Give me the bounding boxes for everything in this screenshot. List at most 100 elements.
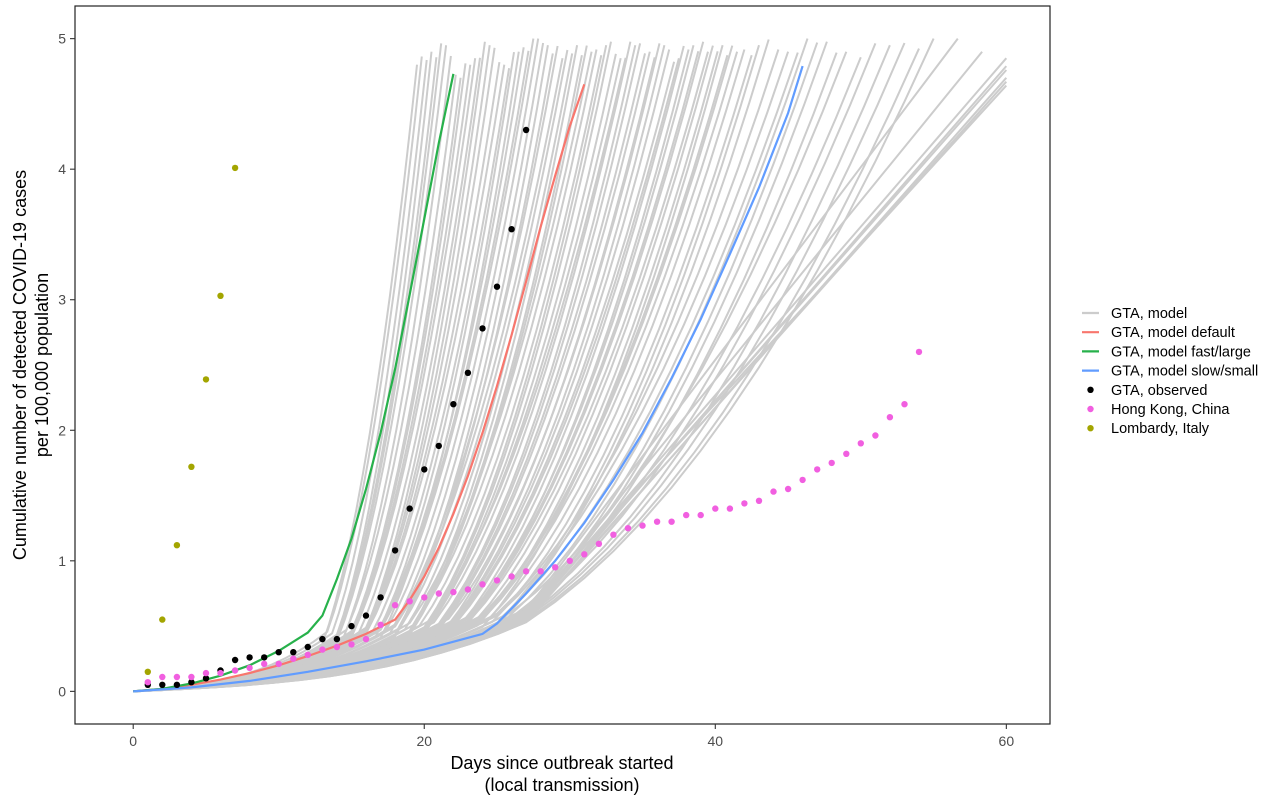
point-hong-kong-china — [770, 488, 777, 495]
legend-label: GTA, model fast/large — [1111, 344, 1251, 360]
point-hong-kong-china — [886, 414, 894, 421]
point-hong-kong-china — [624, 525, 632, 532]
point-hong-kong-china — [362, 635, 370, 643]
point-gta-observed — [377, 594, 384, 601]
point-lombardy-italy — [144, 668, 151, 675]
point-hong-kong-china — [755, 497, 763, 504]
point-hong-kong-china — [450, 588, 457, 596]
point-hong-kong-china — [537, 568, 544, 575]
model-ensemble-line — [133, 84, 1008, 693]
point-lombardy-italy — [202, 376, 210, 383]
point-hong-kong-china — [231, 667, 239, 674]
point-hong-kong-china — [421, 594, 428, 601]
y-tick-label: 0 — [58, 683, 66, 699]
point-hong-kong-china — [901, 401, 908, 408]
series-line-gta-model-fast-large — [133, 73, 455, 693]
point-gta-observed — [261, 654, 268, 661]
series-line-gta-model-default — [133, 83, 586, 693]
point-gta-observed — [304, 643, 311, 651]
point-hong-kong-china — [639, 522, 646, 529]
series-line-gta-model-slow-small — [133, 65, 804, 693]
point-hong-kong-china — [333, 643, 341, 651]
point-gta-observed — [479, 325, 486, 332]
model-ensemble-lines — [133, 37, 1008, 693]
y-tick-label: 5 — [58, 31, 66, 47]
point-hong-kong-china — [726, 505, 734, 512]
point-gta-observed — [391, 547, 399, 554]
y-tick-label: 4 — [58, 161, 66, 177]
point-gta-observed — [435, 442, 442, 450]
point-hong-kong-china — [435, 590, 442, 597]
point-lombardy-italy — [217, 292, 224, 299]
point-hong-kong-china — [712, 505, 719, 512]
point-gta-observed — [362, 612, 370, 619]
point-hong-kong-china — [595, 540, 603, 547]
point-gta-observed — [348, 622, 355, 630]
y-tick-label: 1 — [58, 553, 66, 569]
point-hong-kong-china — [668, 518, 675, 525]
point-gta-observed — [450, 401, 457, 408]
point-gta-observed — [231, 656, 239, 664]
point-hong-kong-china — [843, 450, 850, 457]
legend-label: GTA, model default — [1111, 325, 1235, 341]
y-tick-label: 2 — [58, 422, 66, 438]
point-hong-kong-china — [246, 664, 253, 672]
point-hong-kong-china — [697, 511, 704, 519]
point-gta-observed — [319, 635, 326, 643]
point-hong-kong-china — [275, 660, 282, 668]
point-hong-kong-china — [784, 485, 792, 493]
point-hong-kong-china — [217, 669, 224, 677]
x-tick-label: 0 — [129, 733, 137, 749]
point-hong-kong-china — [566, 557, 573, 564]
point-gta-observed — [188, 679, 195, 686]
point-hong-kong-china — [493, 577, 501, 584]
point-gta-observed — [290, 649, 297, 656]
plot-panel-border — [74, 5, 1051, 725]
point-gta-observed — [275, 649, 282, 656]
point-gta-observed — [464, 369, 472, 376]
point-hong-kong-china — [304, 651, 311, 658]
x-tick-label: 40 — [708, 733, 724, 749]
point-hong-kong-china — [508, 573, 515, 580]
point-hong-kong-china — [377, 621, 384, 628]
point-hong-kong-china — [464, 586, 472, 593]
point-lombardy-italy — [159, 616, 166, 623]
point-hong-kong-china — [188, 673, 195, 681]
series-lines — [133, 65, 804, 693]
point-hong-kong-china — [261, 660, 268, 668]
legend-label: GTA, model slow/small — [1111, 364, 1258, 380]
point-hong-kong-china — [857, 440, 864, 447]
x-tick-label: 60 — [999, 733, 1015, 749]
point-hong-kong-china — [406, 598, 413, 605]
y-axis-title-line2: per 100,000 population — [32, 273, 52, 457]
point-hong-kong-china — [159, 673, 166, 681]
x-axis-title-line1: Days since outbreak started — [450, 753, 673, 773]
legend-label: Lombardy, Italy — [1111, 421, 1210, 437]
x-axis-ticks: 0 20 40 60 — [129, 724, 1014, 749]
point-hong-kong-china — [319, 646, 326, 653]
point-gta-observed — [508, 226, 515, 233]
point-hong-kong-china — [173, 673, 181, 681]
point-hong-kong-china — [552, 564, 559, 571]
point-gta-observed — [522, 126, 530, 134]
point-gta-observed — [246, 654, 253, 661]
legend-label: GTA, model — [1111, 306, 1187, 322]
legend-label: GTA, observed — [1111, 383, 1207, 399]
point-hong-kong-china — [683, 511, 690, 519]
point-hong-kong-china — [814, 466, 821, 473]
point-hong-kong-china — [741, 500, 748, 507]
point-gta-observed — [159, 681, 166, 688]
point-lombardy-italy — [188, 463, 195, 470]
y-tick-label: 3 — [58, 292, 66, 308]
model-ensemble-line — [133, 64, 418, 693]
point-hong-kong-china — [872, 432, 879, 439]
x-tick-label: 20 — [416, 733, 432, 749]
point-gta-observed — [333, 635, 341, 643]
y-axis-title-line1: Cumulative number of detected COVID-19 c… — [10, 170, 30, 560]
point-gta-observed — [173, 681, 181, 688]
legend-label: Hong Kong, China — [1111, 402, 1230, 418]
model-ensemble-line — [133, 51, 433, 693]
series-points — [144, 126, 923, 688]
legend: GTA, model GTA, model default GTA, model f… — [1082, 306, 1258, 437]
point-gta-observed — [493, 283, 501, 290]
